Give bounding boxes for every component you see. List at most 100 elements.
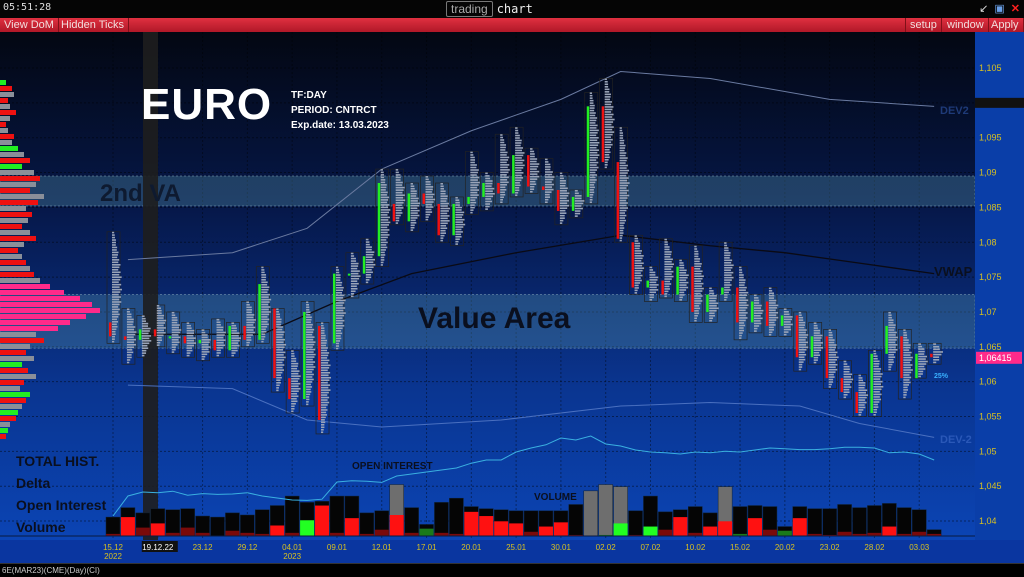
profile-row	[873, 360, 880, 363]
profile-row	[515, 132, 519, 134]
profile-row	[589, 189, 594, 191]
profile-row	[843, 396, 847, 399]
profile-row	[365, 243, 370, 246]
profile-row	[739, 312, 748, 314]
profile-row	[141, 344, 148, 347]
profile-row	[321, 401, 330, 404]
profile-row	[112, 246, 118, 249]
footprint-candle	[375, 168, 391, 267]
minimize-icon[interactable]: ↙	[979, 3, 989, 15]
profile-row	[112, 249, 117, 251]
profile-row	[619, 212, 626, 214]
hidden-ticks-button[interactable]: Hidden Ticks	[57, 18, 129, 32]
histogram-bar	[0, 98, 8, 103]
profile-row	[828, 383, 832, 386]
profile-row	[112, 256, 118, 259]
profile-row	[321, 394, 328, 396]
profile-row	[186, 329, 195, 332]
delta-bar	[494, 521, 509, 536]
delta-bar	[240, 532, 255, 536]
profile-row	[619, 147, 626, 149]
profile-row	[126, 343, 136, 346]
profile-row	[813, 342, 823, 344]
profile-row	[112, 281, 119, 283]
profile-row	[395, 219, 400, 222]
profile-row	[873, 380, 883, 383]
profile-row	[768, 319, 777, 321]
histogram-bar	[0, 284, 50, 289]
profile-row	[112, 261, 119, 264]
profile-row	[321, 337, 326, 339]
profile-row	[634, 255, 644, 257]
profile-row	[694, 255, 699, 258]
profile-row	[470, 209, 474, 211]
profile-row	[679, 274, 689, 277]
profile-row	[112, 273, 120, 276]
profile-row	[261, 311, 271, 313]
profile-row	[455, 204, 460, 206]
profile-row	[500, 201, 503, 204]
profile-row	[933, 345, 940, 348]
profile-row	[216, 324, 221, 326]
profile-row	[604, 148, 610, 151]
profile-row	[440, 195, 448, 197]
profile-row	[589, 104, 595, 107]
chart-info: TF:DAY PERIOD: CNTRCT Exp.date: 13.03.20…	[291, 88, 389, 133]
chart-canvas[interactable]: 1,1051,11,0951,091,0851,081,0751,071,065…	[0, 32, 1024, 563]
histogram-bar	[0, 302, 92, 307]
footprint-candle	[748, 294, 764, 334]
profile-row	[171, 348, 176, 351]
profile-row	[112, 291, 121, 293]
view-dom-button[interactable]: View DoM	[0, 18, 59, 32]
profile-row	[604, 166, 607, 169]
setup-button[interactable]: setup	[905, 18, 942, 32]
profile-row	[679, 289, 687, 291]
price-chart[interactable]: 1,1051,11,0951,091,0851,081,0751,071,065…	[0, 32, 1024, 563]
profile-row	[724, 274, 732, 276]
volume-label: VOLUME	[534, 492, 577, 503]
profile-row	[634, 282, 641, 284]
profile-row	[261, 338, 265, 340]
profile-row	[903, 396, 906, 399]
profile-row	[589, 179, 597, 181]
profile-row	[276, 323, 282, 326]
profile-row	[350, 290, 356, 293]
profile-row	[231, 352, 236, 354]
profile-row	[171, 343, 178, 346]
profile-row	[231, 349, 238, 352]
profile-row	[694, 263, 702, 265]
profile-row	[664, 246, 670, 248]
profile-row	[559, 177, 564, 180]
profile-row	[171, 316, 178, 319]
profile-row	[664, 268, 672, 270]
window-button[interactable]: window	[943, 18, 989, 32]
profile-row	[291, 377, 300, 380]
price-axis[interactable]	[975, 32, 1024, 540]
apply-button[interactable]: Apply	[987, 18, 1024, 32]
value-area-label: Value Area	[418, 302, 571, 335]
date-axis[interactable]	[0, 540, 1024, 563]
profile-row	[739, 309, 746, 312]
restore-icon[interactable]: ▣	[994, 3, 1005, 15]
profile-row	[933, 361, 937, 364]
profile-row	[515, 152, 525, 154]
profile-row	[619, 194, 630, 197]
date-tick: 03.03	[909, 543, 930, 552]
volume-bar	[867, 505, 882, 537]
profile-row	[291, 367, 298, 370]
footprint-candle	[136, 315, 152, 358]
candle-body	[706, 294, 709, 312]
profile-row	[440, 210, 449, 212]
profile-row	[335, 327, 343, 330]
footprint-candle	[808, 322, 824, 365]
profile-row	[470, 164, 477, 166]
close-icon[interactable]: ✕	[1010, 3, 1020, 15]
candle-body	[168, 336, 172, 339]
profile-row	[112, 231, 115, 234]
profile-row	[709, 290, 714, 292]
candle-body	[691, 266, 694, 312]
profile-row	[112, 321, 119, 323]
histogram-bar	[0, 146, 18, 151]
price-tick: 1,075	[979, 272, 1002, 282]
profile-row	[335, 286, 344, 289]
